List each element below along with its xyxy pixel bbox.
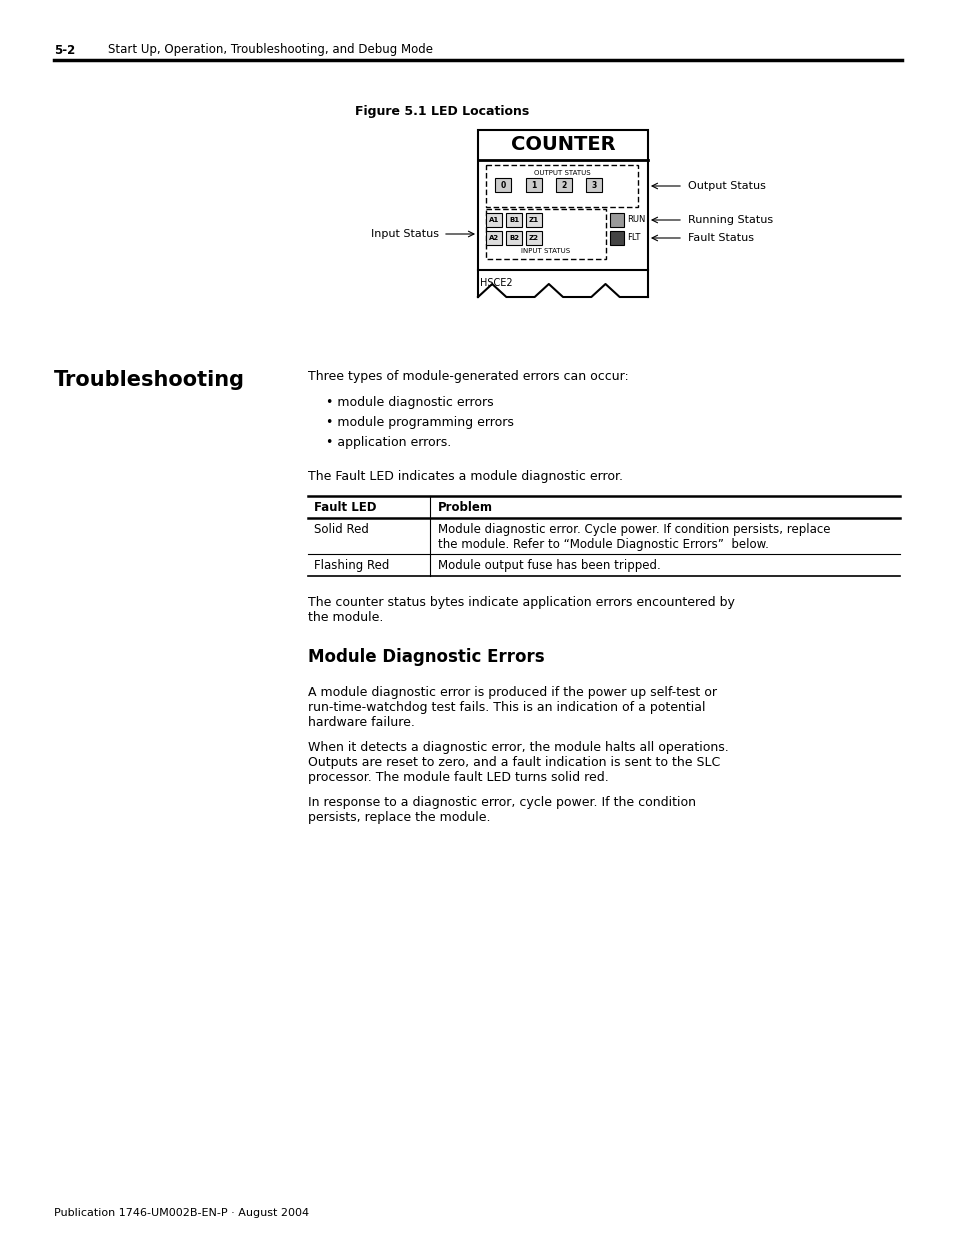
- Bar: [477, 130, 647, 270]
- Text: Running Status: Running Status: [687, 215, 772, 225]
- Text: Figure 5.1 LED Locations: Figure 5.1 LED Locations: [355, 105, 529, 119]
- Bar: [485, 165, 638, 207]
- Text: Publication 1746-UM002B-EN-P · August 2004: Publication 1746-UM002B-EN-P · August 20…: [54, 1208, 309, 1218]
- Bar: [556, 178, 572, 191]
- Text: COUNTER: COUNTER: [510, 136, 615, 154]
- Text: HSCE2: HSCE2: [479, 278, 512, 288]
- Bar: [505, 231, 521, 245]
- Text: RUN: RUN: [626, 215, 644, 225]
- Text: Module output fuse has been tripped.: Module output fuse has been tripped.: [437, 559, 660, 572]
- Text: Module Diagnostic Errors: Module Diagnostic Errors: [308, 648, 544, 666]
- Text: Start Up, Operation, Troubleshooting, and Debug Mode: Start Up, Operation, Troubleshooting, an…: [108, 43, 433, 57]
- Text: Fault Status: Fault Status: [687, 233, 753, 243]
- Text: B2: B2: [509, 235, 518, 241]
- Bar: [586, 178, 601, 191]
- Bar: [525, 231, 541, 245]
- Text: 3: 3: [591, 180, 597, 189]
- Text: • module programming errors: • module programming errors: [326, 416, 514, 429]
- Text: Module diagnostic error. Cycle power. If condition persists, replace
the module.: Module diagnostic error. Cycle power. If…: [437, 522, 830, 551]
- Bar: [609, 212, 623, 227]
- Bar: [525, 178, 541, 191]
- Text: Fault LED: Fault LED: [314, 501, 376, 514]
- Text: B1: B1: [508, 217, 518, 224]
- Bar: [485, 209, 605, 259]
- Text: Solid Red: Solid Red: [314, 522, 369, 536]
- Text: Z2: Z2: [529, 235, 538, 241]
- Text: FLT: FLT: [626, 233, 639, 242]
- Text: Troubleshooting: Troubleshooting: [54, 370, 245, 390]
- Text: In response to a diagnostic error, cycle power. If the condition
persists, repla: In response to a diagnostic error, cycle…: [308, 797, 696, 824]
- Text: INPUT STATUS: INPUT STATUS: [521, 248, 570, 254]
- Text: Flashing Red: Flashing Red: [314, 559, 389, 572]
- Text: When it detects a diagnostic error, the module halts all operations.
Outputs are: When it detects a diagnostic error, the …: [308, 741, 728, 784]
- Text: Z1: Z1: [528, 217, 538, 224]
- Text: 5-2: 5-2: [54, 43, 75, 57]
- Text: 1: 1: [531, 180, 536, 189]
- Text: A2: A2: [489, 235, 498, 241]
- Text: OUTPUT STATUS: OUTPUT STATUS: [533, 170, 590, 177]
- Text: The counter status bytes indicate application errors encountered by
the module.: The counter status bytes indicate applic…: [308, 597, 734, 624]
- Text: A1: A1: [488, 217, 498, 224]
- Bar: [495, 178, 511, 191]
- Text: The Fault LED indicates a module diagnostic error.: The Fault LED indicates a module diagnos…: [308, 471, 622, 483]
- Bar: [485, 231, 501, 245]
- Bar: [505, 212, 521, 227]
- Text: 2: 2: [560, 180, 566, 189]
- Text: Three types of module-generated errors can occur:: Three types of module-generated errors c…: [308, 370, 628, 383]
- Bar: [609, 231, 623, 245]
- Text: • application errors.: • application errors.: [326, 436, 451, 450]
- Bar: [485, 212, 501, 227]
- Text: • module diagnostic errors: • module diagnostic errors: [326, 396, 493, 409]
- Text: 0: 0: [500, 180, 505, 189]
- Text: Problem: Problem: [437, 501, 493, 514]
- Text: Output Status: Output Status: [687, 182, 765, 191]
- Bar: [525, 212, 541, 227]
- Text: Input Status: Input Status: [371, 228, 438, 240]
- Text: A module diagnostic error is produced if the power up self-test or
run-time-watc: A module diagnostic error is produced if…: [308, 685, 717, 729]
